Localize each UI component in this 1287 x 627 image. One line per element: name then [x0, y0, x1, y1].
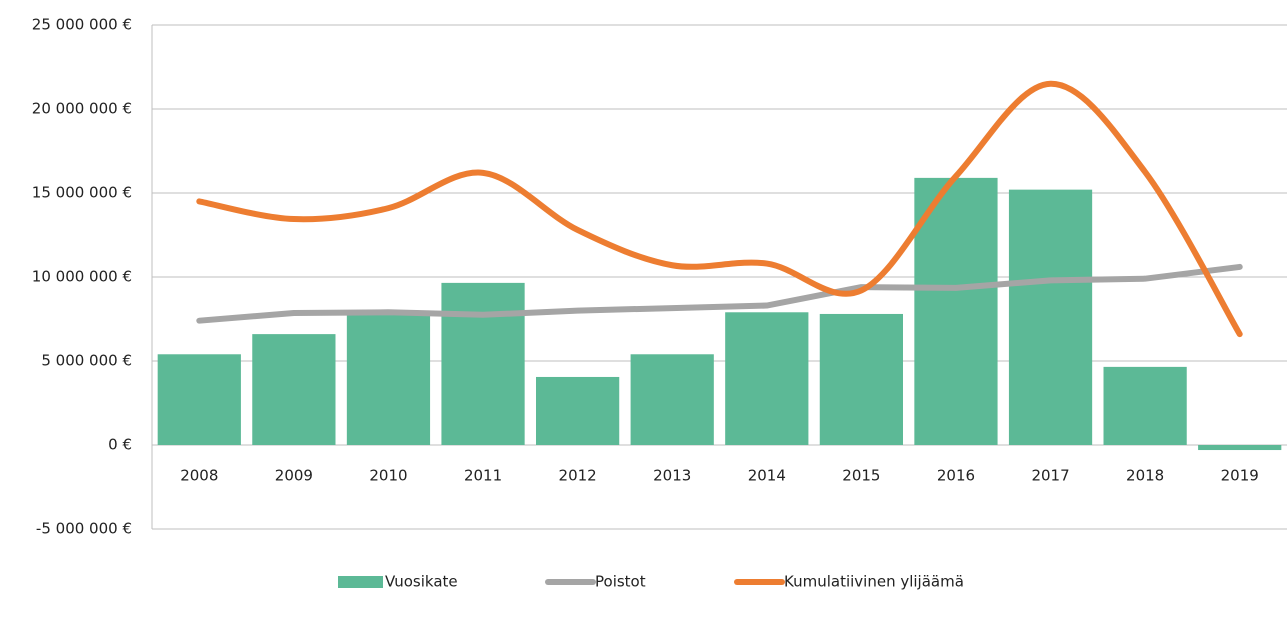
line	[196, 263, 1243, 324]
x-tick-label: 2018	[1126, 467, 1164, 485]
bar	[441, 282, 525, 445]
bar	[252, 334, 336, 445]
x-tick-label: 2008	[180, 467, 218, 485]
x-tick-label: 2014	[748, 467, 786, 485]
bar	[725, 312, 809, 445]
bar	[346, 310, 431, 445]
y-tick-label: 20 000 000 €	[32, 100, 132, 118]
y-tick-label: 5 000 000 €	[41, 352, 132, 370]
y-tick-label: 25 000 000 €	[32, 16, 132, 34]
x-tick-label: 2012	[559, 467, 597, 485]
bar	[1008, 189, 1093, 445]
legend-label: Kumulatiivinen ylijäämä	[784, 573, 964, 591]
y-tick-label: -5 000 000 €	[36, 520, 132, 538]
legend-label: Poistot	[595, 573, 646, 591]
line	[196, 80, 1243, 338]
y-tick-label: 10 000 000 €	[32, 268, 132, 286]
legend-label: Vuosikate	[385, 573, 458, 591]
y-tick-label: 15 000 000 €	[32, 184, 132, 202]
x-tick-label: 2013	[653, 467, 691, 485]
bar	[819, 313, 903, 445]
x-tick-label: 2017	[1031, 467, 1069, 485]
x-tick-label: 2009	[275, 467, 313, 485]
x-tick-label: 2016	[937, 467, 975, 485]
x-tick-label: 2010	[369, 467, 407, 485]
x-tick-label: 2011	[464, 467, 502, 485]
bar	[630, 354, 714, 445]
x-tick-label: 2019	[1221, 467, 1259, 485]
bar	[1198, 445, 1282, 451]
bar	[1103, 366, 1187, 445]
legend-swatch	[338, 576, 383, 588]
bar	[536, 376, 620, 445]
bar	[914, 177, 998, 445]
x-tick-label: 2015	[842, 467, 880, 485]
bar	[157, 354, 241, 445]
y-tick-label: 0 €	[108, 436, 132, 454]
